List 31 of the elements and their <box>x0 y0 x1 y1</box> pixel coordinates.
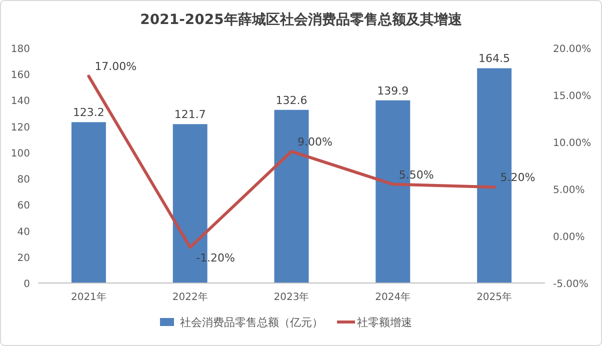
y2-tick-label: 15.00% <box>553 91 592 102</box>
x-tick-label: 2023年 <box>274 291 310 303</box>
data-label: 139.9 <box>377 84 409 98</box>
legend-label: 社零额增速 <box>357 316 412 329</box>
y-tick-label: 120 <box>10 122 30 134</box>
y2-tick-label: -5.00% <box>553 279 588 290</box>
y-tick-label: 0 <box>24 279 30 290</box>
data-label: 132.6 <box>276 94 308 107</box>
data-label: 121.7 <box>174 108 206 122</box>
legend-label: 社会消费品零售总额（亿元） <box>180 316 323 329</box>
x-tick-label: 2024年 <box>375 291 411 303</box>
y-tick-label: 80 <box>17 174 30 186</box>
y-tick-label: 180 <box>10 44 30 55</box>
y2-tick-label: 0.00% <box>553 232 585 243</box>
y-tick-label: 40 <box>17 226 30 238</box>
bar <box>71 122 106 283</box>
data-label: 123.2 <box>72 106 104 120</box>
y-tick-label: 60 <box>17 200 30 212</box>
y2-tick-label: 5.00% <box>553 185 585 196</box>
y2-tick-label: 10.00% <box>553 138 592 149</box>
data-label: 164.5 <box>478 52 510 66</box>
y-tick-label: 20 <box>17 252 30 264</box>
chart-title: 2021-2025年薛城区社会消费品零售总额及其增速 <box>140 11 463 28</box>
x-tick-label: 2025年 <box>476 291 512 303</box>
y-tick-label: 160 <box>10 70 30 82</box>
data-label: 17.00% <box>94 60 137 74</box>
y2-tick-label: 20.00% <box>553 44 592 55</box>
y-tick-label: 140 <box>10 96 30 108</box>
x-tick-label: 2021年 <box>70 291 106 303</box>
y-tick-label: 100 <box>10 148 30 160</box>
x-tick-label: 2022年 <box>172 291 208 303</box>
